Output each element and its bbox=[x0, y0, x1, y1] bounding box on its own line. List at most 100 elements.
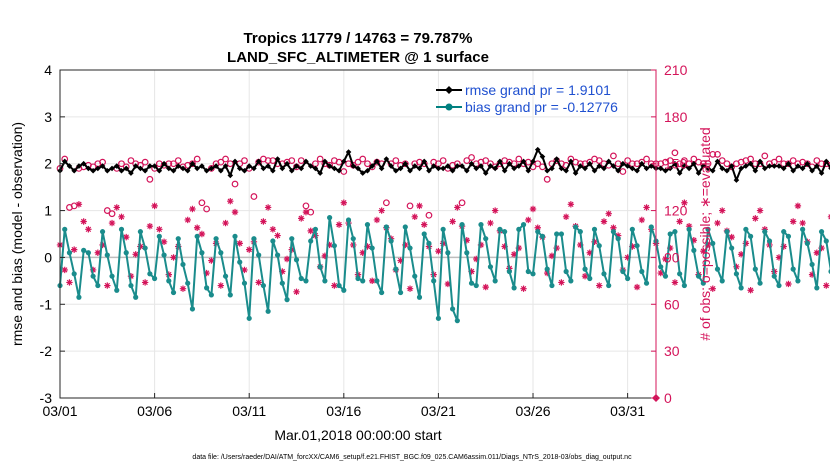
obs-possible-point bbox=[146, 175, 154, 183]
obs-possible-point bbox=[671, 149, 679, 157]
obs-possible-point bbox=[231, 180, 239, 188]
right-tick-label: 90 bbox=[664, 249, 680, 265]
obs-evaluated-point bbox=[435, 247, 442, 255]
obs-evaluated-point bbox=[378, 207, 385, 214]
rmse-point bbox=[553, 156, 560, 162]
obs-evaluated-point bbox=[629, 243, 636, 250]
obs-evaluated-point bbox=[260, 218, 267, 225]
obs-evaluated-point bbox=[733, 263, 740, 270]
left-tick-label: -2 bbox=[40, 343, 53, 359]
bias-point bbox=[109, 273, 115, 279]
bias-point bbox=[185, 280, 191, 286]
y-axis-label-right: # of obs: o=possible; ∗=evaluated bbox=[697, 127, 713, 340]
rmse-point bbox=[284, 160, 290, 167]
obs-evaluated-point bbox=[137, 243, 144, 250]
bias-point bbox=[733, 271, 740, 277]
rmse-point bbox=[90, 167, 96, 174]
bias-series bbox=[57, 215, 830, 324]
rmse-point bbox=[345, 149, 352, 155]
obs-evaluated-point bbox=[335, 221, 343, 228]
left-axis: -3 -2 -1 0 1 2 3 4 bbox=[40, 62, 65, 406]
bias-point bbox=[374, 278, 380, 284]
bias-point bbox=[468, 280, 475, 286]
bias-point bbox=[795, 278, 801, 284]
rmse-point bbox=[270, 167, 276, 174]
obs-evaluated-point bbox=[515, 244, 523, 252]
rmse-point bbox=[317, 170, 323, 176]
x-tick-label: 03/06 bbox=[137, 403, 172, 419]
bias-point bbox=[667, 231, 673, 237]
rmse-point bbox=[241, 167, 248, 174]
obs-evaluated-point bbox=[473, 255, 480, 263]
rmse-point bbox=[620, 160, 626, 167]
rmse-point bbox=[350, 163, 357, 169]
obs-possible-point bbox=[458, 199, 466, 207]
plot-area bbox=[60, 70, 656, 398]
rmse-point bbox=[265, 163, 271, 169]
obs-evaluated-point bbox=[520, 285, 527, 292]
bias-point bbox=[421, 231, 427, 237]
rmse-point bbox=[397, 165, 404, 172]
bias-point bbox=[639, 268, 645, 275]
obs-evaluated-point bbox=[780, 243, 787, 250]
x-tick-label: 03/31 bbox=[610, 403, 645, 419]
obs-evaluated-point bbox=[581, 272, 589, 280]
obs-evaluated-point bbox=[141, 279, 149, 286]
bias-point bbox=[350, 236, 356, 242]
rmse-point bbox=[393, 167, 399, 174]
right-tick-label: 210 bbox=[664, 62, 688, 78]
obs-evaluated-point bbox=[66, 279, 73, 286]
obs-evaluated-point bbox=[104, 282, 111, 289]
rmse-point bbox=[728, 163, 735, 169]
obs-possible-point bbox=[222, 155, 229, 163]
obs-possible-point bbox=[382, 199, 390, 207]
rmse-point bbox=[218, 167, 224, 174]
obs-evaluated-point bbox=[671, 279, 679, 286]
rmse-point bbox=[691, 160, 697, 167]
bias-point bbox=[274, 252, 281, 258]
rmse-point bbox=[605, 158, 612, 165]
bias-point bbox=[308, 238, 314, 244]
rmse-point bbox=[426, 167, 432, 174]
bias-point bbox=[379, 289, 385, 296]
bias-point bbox=[114, 287, 120, 293]
footnote: data file: /Users/raeder/DAI/ATM_forcXX/… bbox=[192, 454, 632, 461]
legend-rmse-marker bbox=[445, 86, 453, 94]
bias-point bbox=[610, 229, 617, 235]
obs-evaluated-point bbox=[406, 285, 414, 292]
obs-evaluated-point bbox=[562, 213, 570, 221]
obs-possible-point bbox=[359, 155, 367, 163]
obs-evaluated-point bbox=[146, 222, 154, 230]
rmse-point bbox=[322, 158, 328, 165]
bias-point bbox=[511, 285, 517, 291]
obs-possible-point bbox=[364, 160, 371, 168]
rmse-point bbox=[99, 163, 106, 169]
obs-evaluated-point bbox=[359, 249, 366, 256]
rmse-point bbox=[709, 167, 716, 174]
rmse-point bbox=[818, 170, 825, 176]
rmse-point bbox=[473, 165, 480, 172]
rmse-point bbox=[274, 156, 281, 162]
rmse-point bbox=[776, 163, 782, 169]
bias-point bbox=[265, 308, 271, 314]
rmse-point bbox=[383, 156, 390, 162]
bias-point bbox=[270, 238, 276, 244]
rmse-point bbox=[634, 167, 640, 174]
bias-point bbox=[648, 224, 654, 230]
rmse-point bbox=[378, 165, 385, 172]
obs-evaluated-point bbox=[113, 204, 120, 211]
bias-point bbox=[705, 226, 711, 232]
left-tick-label: 4 bbox=[44, 62, 52, 78]
bias-point bbox=[156, 233, 162, 239]
obs-possible-point bbox=[534, 160, 542, 168]
y-axis-label-left: rmse and bias (model - observation) bbox=[9, 122, 25, 346]
rmse-point bbox=[118, 167, 125, 174]
rmse-point bbox=[639, 160, 645, 167]
rmse-point bbox=[695, 170, 702, 176]
rmse-point bbox=[724, 167, 730, 174]
rmse-point bbox=[336, 167, 342, 174]
rmse-point bbox=[104, 167, 111, 174]
bias-point bbox=[123, 250, 129, 256]
obs-possible-point bbox=[425, 211, 433, 219]
